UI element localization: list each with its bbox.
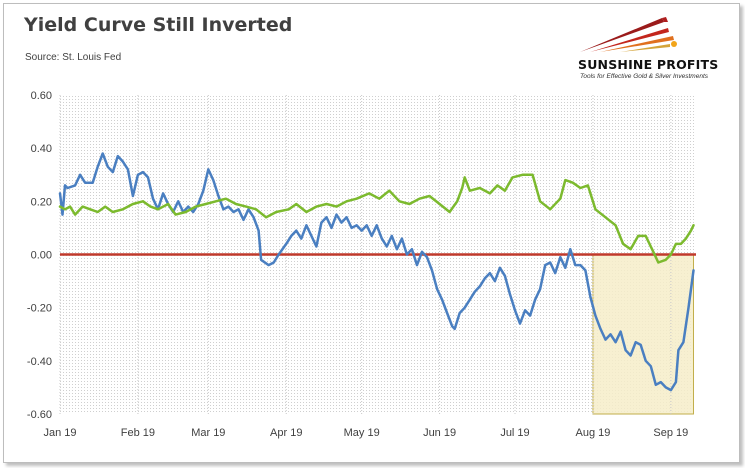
series-line-1 xyxy=(58,152,695,392)
y-tick-label: -0.40 xyxy=(27,356,52,368)
y-tick-label: 0.00 xyxy=(31,250,52,262)
logo-tagline: Tools for Effective Gold & Silver Invest… xyxy=(580,73,709,80)
x-tick-label: Jun 19 xyxy=(423,427,456,439)
x-tick-label: May 19 xyxy=(344,427,380,439)
x-tick-label: Aug 19 xyxy=(575,427,610,439)
y-axis: 0.60 0.40 0.20 0.00 -0.20 -0.40 -0.60 xyxy=(27,90,52,421)
x-tick-label: Jan 19 xyxy=(43,427,76,439)
y-tick-label: 0.60 xyxy=(31,90,52,102)
series-line-2 xyxy=(58,173,695,264)
x-tick-label: Jul 19 xyxy=(500,427,529,439)
x-tick-label: Feb 19 xyxy=(121,427,155,439)
x-tick-label: Mar 19 xyxy=(191,427,225,439)
y-tick-label: 0.20 xyxy=(31,196,52,208)
highlight-region xyxy=(592,254,694,415)
sunshine-rays-logo-icon xyxy=(580,17,677,52)
y-tick-label: -0.60 xyxy=(27,409,52,421)
x-tick-label: Apr 19 xyxy=(270,427,302,439)
sunshine-profits-logo: SUNSHINE PROFITS Tools for Effective Gol… xyxy=(570,14,730,84)
x-tick-label: Sep 19 xyxy=(653,427,688,439)
y-tick-label: 0.40 xyxy=(31,143,52,155)
chart-source: Source: St. Louis Fed xyxy=(25,52,122,63)
chart-title: Yield Curve Still Inverted xyxy=(24,14,293,36)
series-group xyxy=(58,152,695,392)
y-tick-label: -0.20 xyxy=(27,303,52,315)
logo-name: SUNSHINE PROFITS xyxy=(578,57,719,72)
